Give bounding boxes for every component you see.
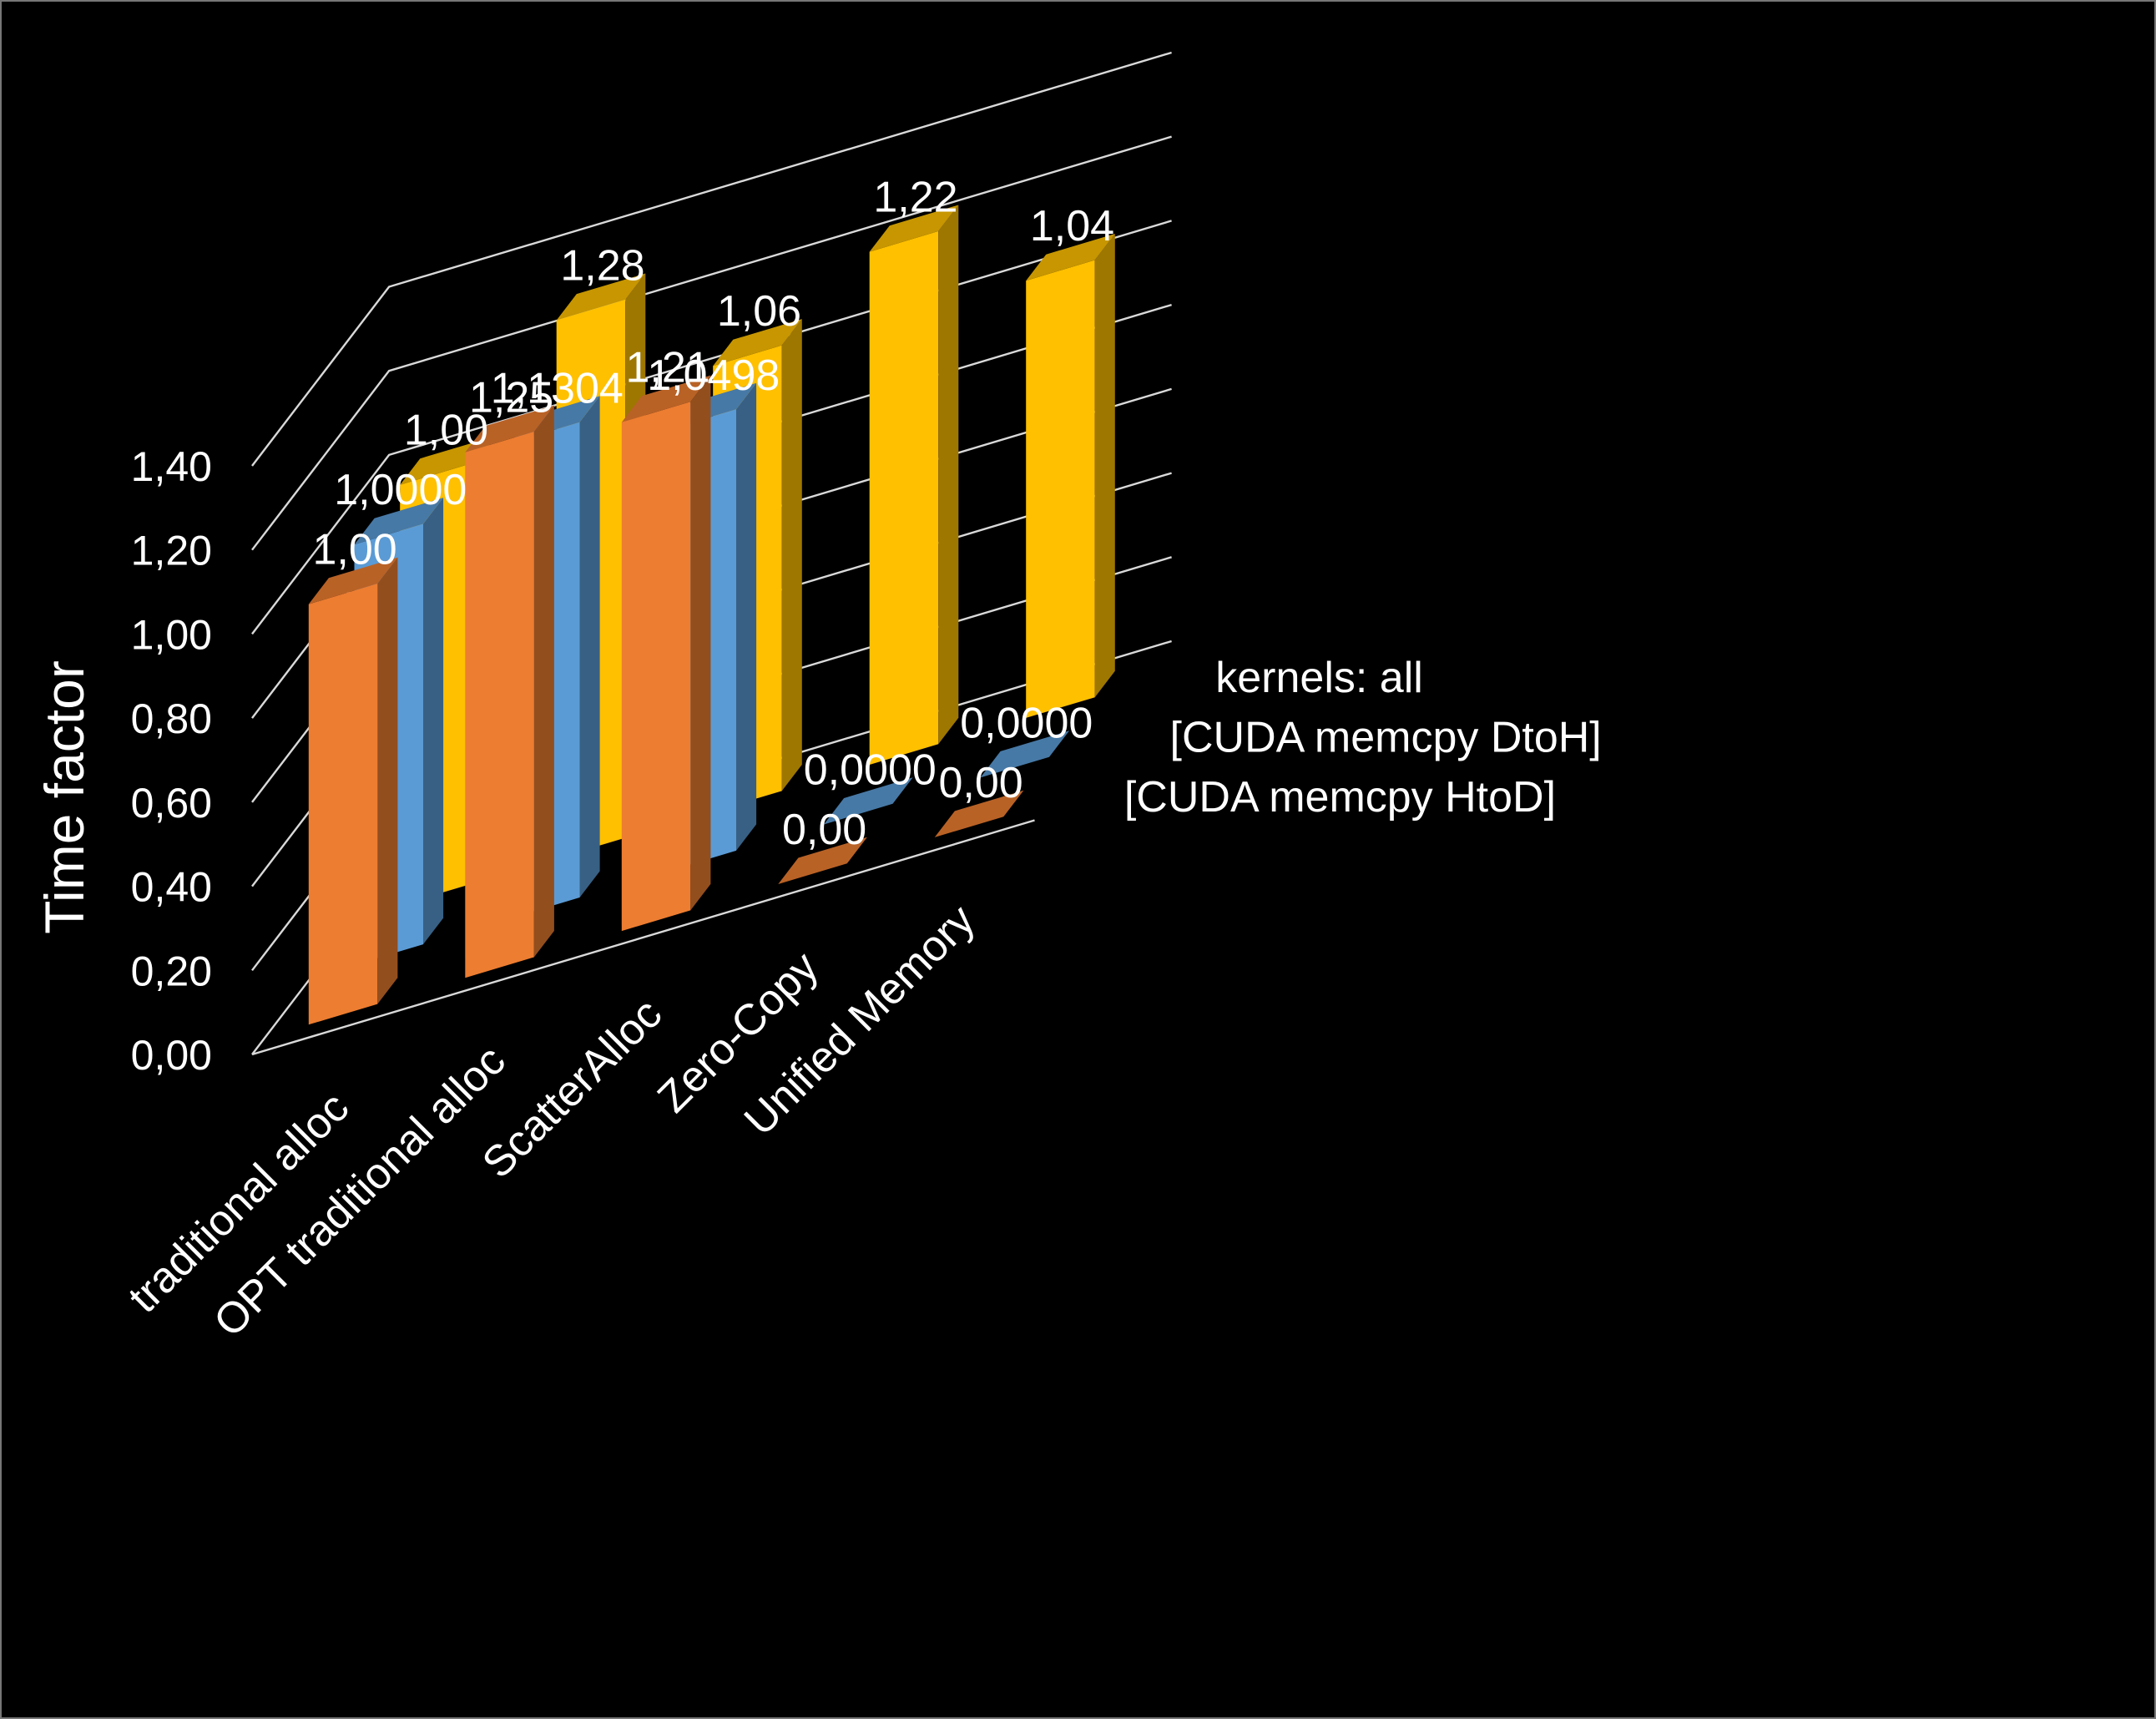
bar-top-face <box>354 498 444 545</box>
bar-top-face <box>465 405 554 453</box>
bar <box>869 205 959 765</box>
y-tick-label: 0,80 <box>131 695 212 742</box>
gridline <box>251 135 1172 551</box>
bar <box>1026 234 1115 718</box>
bar-top-face <box>824 777 913 825</box>
bar-top-face <box>934 790 1024 837</box>
bar-side-face <box>938 205 959 745</box>
bar-side-face <box>736 382 757 851</box>
series-label: [CUDA memcpy DtoH] <box>1170 713 1602 761</box>
bar-front-face <box>869 230 939 765</box>
bar <box>465 405 554 978</box>
bar-top-face <box>713 319 802 367</box>
data-label: 1,1304 <box>491 364 624 412</box>
data-label: 0,0000 <box>804 746 937 794</box>
series-label: kernels: all <box>1215 654 1423 702</box>
bar-top-face <box>1026 234 1115 281</box>
data-label: 1,21 <box>625 344 709 392</box>
bar-front-face <box>465 432 534 978</box>
y-tick-label: 0,20 <box>131 948 212 994</box>
y-tick-label: 0,60 <box>131 780 212 827</box>
bar-front-face <box>621 402 691 932</box>
bar <box>980 731 1070 778</box>
bar <box>778 837 867 884</box>
bar-side-face <box>377 557 398 1004</box>
bar-side-face <box>781 319 802 791</box>
data-label: 1,22 <box>873 174 957 222</box>
data-label: 1,28 <box>560 242 644 291</box>
data-label: 1,25 <box>469 374 553 422</box>
bar-front-face <box>1026 260 1095 718</box>
bar <box>621 375 711 932</box>
bar-side-face <box>690 375 711 911</box>
series-label: [CUDA memcpy HtoD] <box>1124 773 1556 822</box>
bar <box>934 790 1024 837</box>
x-axis-line <box>251 819 1035 1056</box>
bar-top-face <box>869 205 959 252</box>
bar-side-face <box>579 396 600 897</box>
y-tick-label: 0,00 <box>131 1032 212 1079</box>
data-label: 1,06 <box>717 287 801 336</box>
y-tick-label: 1,40 <box>131 443 212 490</box>
data-label: 1,0498 <box>647 351 780 400</box>
data-label: 1,00 <box>312 526 396 574</box>
data-label: 1,00 <box>404 407 488 455</box>
bar-top-face <box>621 375 711 422</box>
bar-side-face <box>423 498 444 945</box>
bar-top-face <box>400 437 489 485</box>
data-label: 0,0000 <box>960 699 1093 747</box>
bar-side-face <box>533 405 554 958</box>
y-tick-label: 1,00 <box>131 611 212 658</box>
bar-side-face <box>1094 234 1115 698</box>
bar <box>308 557 398 1025</box>
data-label: 1,0000 <box>334 466 467 514</box>
bar-top-face <box>778 837 867 884</box>
data-label: 1,04 <box>1030 202 1114 250</box>
bar-front-face <box>308 584 378 1025</box>
data-label: 0,00 <box>938 759 1022 807</box>
y-tick-label: 0,40 <box>131 864 212 911</box>
bar-top-face <box>556 273 646 321</box>
y-axis-title: Time factor <box>33 660 95 934</box>
gridline <box>251 51 1172 467</box>
y-tick-label: 1,20 <box>131 528 212 574</box>
bar <box>824 777 913 825</box>
bar-top-face <box>308 557 398 604</box>
bars-layer <box>308 205 1115 1025</box>
bar-top-face <box>980 731 1070 778</box>
data-label: 0,00 <box>782 806 866 854</box>
